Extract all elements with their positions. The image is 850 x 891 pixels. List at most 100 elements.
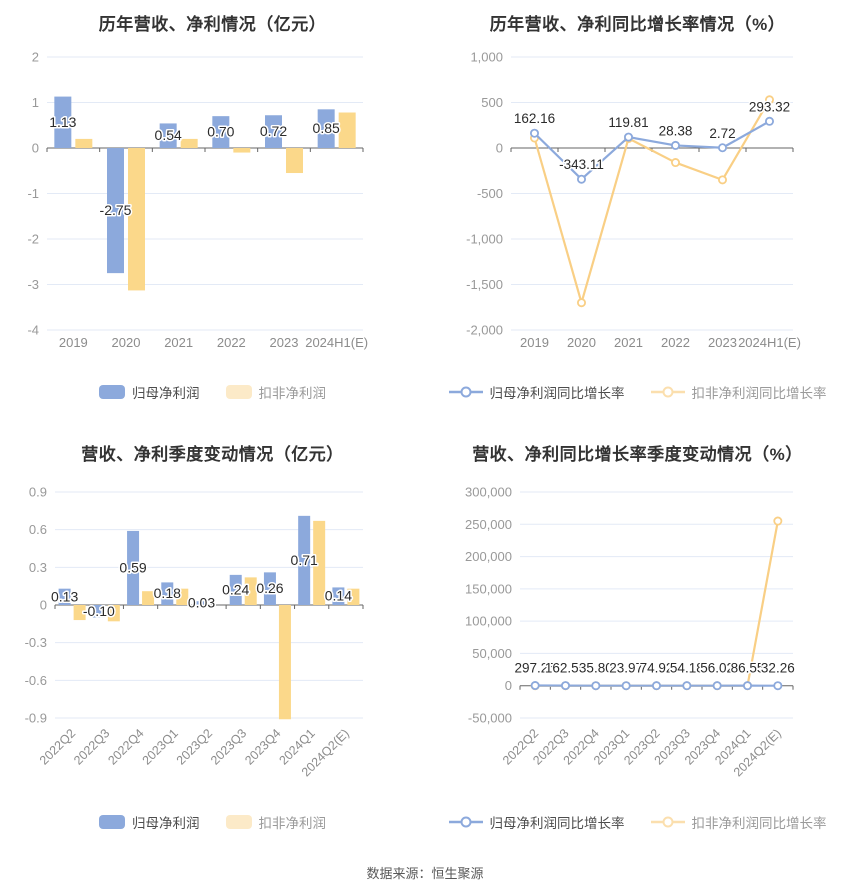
- svg-text:2023Q3: 2023Q3: [208, 726, 249, 767]
- svg-text:500: 500: [481, 95, 503, 110]
- legend-item-net-profit-growth[interactable]: 归母净利润同比增长率: [448, 382, 625, 402]
- svg-text:-4: -4: [27, 323, 39, 338]
- svg-text:0.59: 0.59: [119, 559, 146, 575]
- svg-text:-50,000: -50,000: [468, 711, 512, 726]
- chart-legend: 归母净利润同比增长率 扣非净利润同比增长率: [425, 382, 850, 402]
- svg-text:0.14: 0.14: [325, 588, 352, 604]
- net-profit-swatch-icon: [99, 815, 125, 829]
- svg-text:-3: -3: [27, 277, 39, 292]
- svg-text:2020: 2020: [567, 335, 596, 350]
- chart-legend: 归母净利润 扣非净利润: [0, 812, 425, 832]
- svg-text:0.3: 0.3: [29, 560, 47, 575]
- svg-text:0: 0: [496, 141, 503, 156]
- svg-text:1.13: 1.13: [49, 114, 76, 130]
- deducted-net-profit-growth-line-icon: [650, 385, 685, 399]
- svg-text:56.02: 56.02: [700, 661, 734, 676]
- svg-text:-500: -500: [477, 186, 503, 201]
- svg-text:2023Q1: 2023Q1: [140, 726, 181, 767]
- svg-text:-0.3: -0.3: [25, 635, 47, 650]
- svg-text:0.6: 0.6: [29, 522, 47, 537]
- quarterly-profit-bar-plot: 0.9 0.6 0.3 0 -0.3 -0.6 -0.92022Q22022Q32022Q4…: [25, 485, 364, 779]
- legend-label: 归母净利润: [132, 386, 200, 401]
- legend-item-deducted-net-profit-growth[interactable]: 扣非净利润同比增长率: [650, 382, 827, 402]
- svg-text:297.25: 297.25: [515, 661, 556, 676]
- svg-text:-2.75: -2.75: [100, 202, 132, 218]
- svg-text:2022: 2022: [661, 335, 690, 350]
- svg-text:-2: -2: [27, 232, 39, 247]
- chart-title-quarterly-profit: 营收、净利季度变动情况（亿元）: [81, 445, 344, 464]
- svg-text:100,000: 100,000: [465, 614, 512, 629]
- svg-text:2024H1(E): 2024H1(E): [305, 335, 368, 350]
- legend-label: 扣非净利润同比增长率: [691, 386, 827, 401]
- svg-text:2021: 2021: [164, 335, 193, 350]
- legend-item-deducted-net-profit[interactable]: 扣非净利润: [225, 812, 327, 832]
- annual-profit-bar-plot: 2 1 0 -1 -2 -3 -4 2019 2020 2021 2022 2023 2024H1(E)…: [27, 50, 368, 351]
- chart-panel-quarterly-growth-rate: 营收、净利同比增长率季度变动情况（%） 300,000 250,000 200,00…: [425, 430, 850, 860]
- svg-text:119.81: 119.81: [608, 115, 648, 130]
- svg-text:0: 0: [505, 678, 512, 693]
- svg-text:2019: 2019: [59, 335, 88, 350]
- net-profit-growth-line-icon: [448, 815, 483, 829]
- legend-item-deducted-net-profit-growth[interactable]: 扣非净利润同比增长率: [650, 812, 827, 832]
- legend-label: 归母净利润同比增长率: [489, 386, 625, 401]
- svg-text:162.59: 162.59: [545, 661, 586, 676]
- legend-item-net-profit[interactable]: 归母净利润: [99, 382, 200, 402]
- svg-text:-0.10: -0.10: [83, 603, 115, 619]
- svg-text:0.85: 0.85: [313, 120, 340, 136]
- svg-text:2022Q2: 2022Q2: [37, 726, 78, 767]
- svg-text:0.03: 0.03: [188, 595, 215, 611]
- svg-text:2023Q2: 2023Q2: [174, 726, 215, 767]
- svg-text:28.38: 28.38: [659, 123, 693, 138]
- legend-label: 扣非净利润: [258, 386, 327, 401]
- svg-text:32.26: 32.26: [761, 661, 795, 676]
- net-profit-swatch-icon: [99, 385, 125, 399]
- deducted-net-profit-swatch-icon: [225, 385, 252, 399]
- legend-item-net-profit[interactable]: 归母净利润: [99, 812, 200, 832]
- chart-panel-quarterly-profit: 营收、净利季度变动情况（亿元） 0.9 0.6 0.3 0 -0.3 -0.6 -0.9 20…: [0, 430, 425, 860]
- legend-label: 扣非净利润同比增长率: [691, 816, 827, 831]
- legend-item-deducted-net-profit[interactable]: 扣非净利润: [225, 382, 327, 402]
- chart-title-quarterly-growth-rate: 营收、净利同比增长率季度变动情况（%）: [472, 445, 803, 464]
- quarterly-growth-line-plot: 300,000 250,000 200,000 150,000 100,000 50,00…: [465, 485, 796, 780]
- deducted-net-profit-swatch-icon: [225, 815, 252, 829]
- chart-panel-annual-growth-rate: 历年营收、净利同比增长率情况（%） 1,000 500 0 -500 -1,000 -1,…: [425, 0, 850, 430]
- svg-text:0: 0: [32, 141, 39, 156]
- svg-text:-1,000: -1,000: [466, 232, 503, 247]
- svg-text:2019: 2019: [520, 335, 549, 350]
- svg-text:2022: 2022: [217, 335, 246, 350]
- svg-text:0: 0: [40, 598, 47, 613]
- svg-text:-0.6: -0.6: [25, 673, 47, 688]
- svg-text:2023: 2023: [270, 335, 299, 350]
- svg-text:86.55: 86.55: [731, 661, 765, 676]
- svg-text:2021: 2021: [614, 335, 643, 350]
- svg-text:2: 2: [32, 50, 39, 65]
- svg-text:35.80: 35.80: [579, 661, 613, 676]
- svg-text:300,000: 300,000: [465, 485, 512, 500]
- svg-text:1: 1: [32, 95, 39, 110]
- svg-text:2.72: 2.72: [709, 126, 735, 141]
- svg-text:0.24: 0.24: [222, 581, 249, 597]
- svg-text:0.71: 0.71: [291, 552, 318, 568]
- svg-text:0.54: 0.54: [155, 127, 182, 143]
- net-profit-growth-line-icon: [448, 385, 483, 399]
- svg-text:293.32: 293.32: [749, 99, 790, 114]
- chart-title-annual-profit: 历年营收、净利情况（亿元）: [98, 15, 327, 34]
- svg-text:-0.9: -0.9: [25, 711, 47, 726]
- svg-text:250,000: 250,000: [465, 517, 512, 532]
- svg-text:2022Q3: 2022Q3: [71, 726, 112, 767]
- svg-text:150,000: 150,000: [465, 581, 512, 596]
- deducted-net-profit-growth-line-icon: [650, 815, 685, 829]
- svg-text:0.18: 0.18: [154, 585, 181, 601]
- legend-label: 扣非净利润: [258, 816, 327, 831]
- svg-text:0.72: 0.72: [260, 123, 287, 139]
- legend-item-net-profit-growth[interactable]: 归母净利润同比增长率: [448, 812, 625, 832]
- chart-panel-annual-profit: 历年营收、净利情况（亿元） 2 1 0 -1 -2 -3 -4 2019 2020 2021 202…: [0, 0, 425, 430]
- svg-text:1,000: 1,000: [470, 50, 503, 65]
- svg-text:2024H1(E): 2024H1(E): [738, 335, 801, 350]
- svg-text:0.26: 0.26: [256, 580, 283, 596]
- svg-text:-1: -1: [27, 186, 39, 201]
- legend-label: 归母净利润: [132, 816, 200, 831]
- svg-text:-1,500: -1,500: [466, 277, 503, 292]
- svg-text:2023Q4: 2023Q4: [242, 726, 283, 767]
